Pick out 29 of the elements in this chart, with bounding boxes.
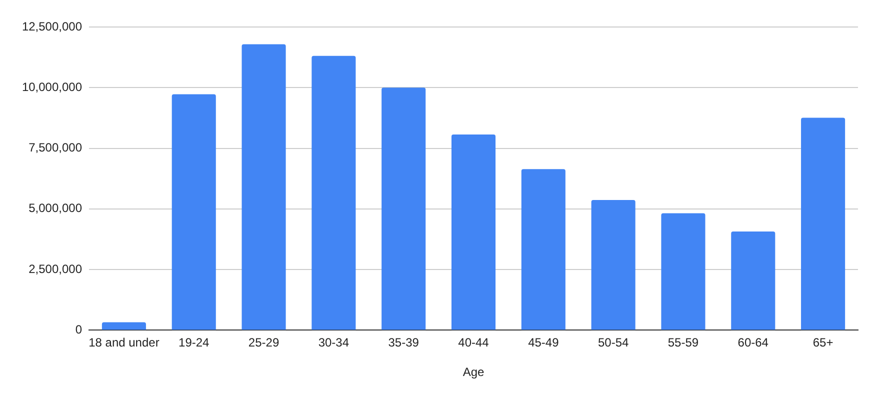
x-tick-label: 35-39 <box>388 336 420 350</box>
bar <box>801 118 846 330</box>
x-axis-title: Age <box>462 365 484 380</box>
y-tick-label: 10,000,000 <box>22 80 82 94</box>
bar <box>172 94 216 330</box>
x-tick-label: 65+ <box>812 336 834 350</box>
bar <box>312 56 356 330</box>
bar <box>382 88 426 330</box>
y-tick-label: 7,500,000 <box>28 140 82 155</box>
x-tick-label: 18 and under <box>88 336 160 350</box>
y-tick-label: 0 <box>75 322 82 337</box>
bar <box>242 44 286 330</box>
x-tick-label: 19-24 <box>178 336 210 350</box>
x-tick-label: 60-64 <box>738 336 769 350</box>
x-tick-label: 30-34 <box>318 336 350 350</box>
bar <box>102 322 146 330</box>
bar <box>521 169 566 330</box>
y-tick-label: 12,500,000 <box>22 19 82 34</box>
x-tick-label: 55-59 <box>668 336 699 350</box>
x-tick-label: 45-49 <box>528 336 560 350</box>
y-tick-label: 2,500,000 <box>28 262 82 276</box>
x-tick-label: 25-29 <box>248 336 280 350</box>
y-tick-label: 5,000,000 <box>28 201 82 216</box>
x-tick-label: 50-54 <box>598 336 629 350</box>
bar <box>451 134 496 330</box>
bar <box>661 213 706 330</box>
bar <box>731 231 776 330</box>
x-tick-label: 40-44 <box>458 336 490 350</box>
bar <box>591 200 636 330</box>
